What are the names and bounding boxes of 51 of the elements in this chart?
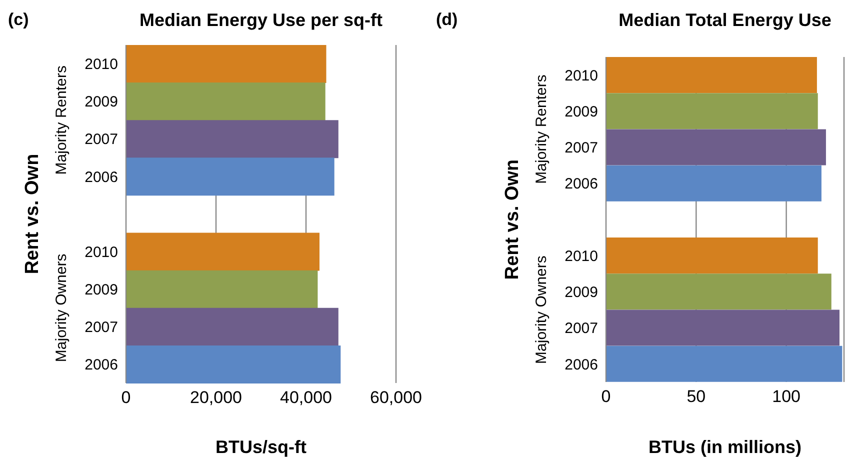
text: Majority Renters [533, 74, 550, 184]
y-tick-label: 2006 [84, 168, 118, 186]
x-axis-title: BTUs (in millions) [648, 437, 802, 457]
y-tick-label: 2006 [564, 176, 598, 193]
y-axis-title: Rent vs. Own [22, 154, 43, 274]
bar [126, 82, 326, 121]
y-tick-label: 2009 [564, 103, 598, 120]
bar [126, 270, 318, 308]
y-tick-label: 2010 [84, 244, 118, 261]
x-tick-label: 60,000 [370, 388, 422, 408]
y-tick-label: 2006 [564, 356, 598, 374]
bar [126, 345, 341, 384]
x-axis-title: BTUs/sq-ft [216, 437, 306, 457]
bar [606, 274, 832, 310]
chart-title: Median Energy Use per sq-ft [139, 10, 383, 30]
y-tick-label: 2009 [84, 281, 118, 298]
y-tick-label: 2010 [564, 67, 598, 84]
text: (c) [8, 10, 29, 30]
bar [126, 45, 326, 83]
text: Majority Renters [53, 66, 70, 175]
bar [606, 129, 826, 166]
y-tick-label: 2007 [564, 320, 598, 338]
y-tick-label: 2006 [84, 356, 118, 374]
y-tick-label: 2009 [84, 94, 118, 111]
text: (d) [436, 10, 458, 30]
bar [126, 308, 338, 346]
y-tick-label: 2007 [564, 140, 598, 157]
y-tick-label: 2007 [84, 131, 118, 148]
y-tick-label: 2010 [84, 56, 118, 74]
text: Majority Owners [53, 254, 70, 362]
bar [126, 232, 320, 271]
bar [606, 57, 817, 93]
bar [126, 158, 334, 196]
x-tick-label: 50 [686, 387, 706, 406]
bar [606, 346, 842, 382]
y-tick-label: 2007 [84, 318, 118, 336]
bar [606, 93, 818, 130]
text: Majority Owners [533, 256, 550, 364]
bar [126, 120, 338, 158]
x-tick-label: 0 [121, 388, 131, 408]
x-tick-label: 20,000 [190, 388, 242, 408]
x-tick-label: 100 [772, 387, 800, 406]
bar [606, 238, 818, 274]
y-tick-label: 2010 [564, 248, 598, 265]
bar [606, 165, 822, 202]
chart-title: Median Total Energy Use [618, 10, 832, 31]
x-tick-label: 0 [601, 387, 611, 406]
y-tick-label: 2009 [564, 284, 598, 302]
y-axis-title: Rent vs. Own [502, 159, 523, 280]
bar [606, 310, 840, 346]
x-tick-label: 40,000 [280, 388, 332, 408]
